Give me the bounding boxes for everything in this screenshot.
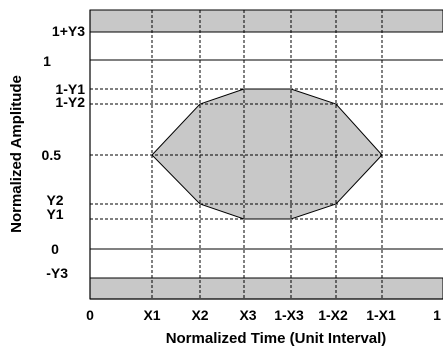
y-axis-title: Normalized Amplitude	[8, 75, 25, 233]
vertical-grid	[151, 10, 383, 299]
y-tick-label: 1-Y1	[55, 81, 85, 97]
x-tick-label: 1	[433, 307, 441, 323]
x-tick-label: 1-X3	[274, 307, 304, 323]
y-tick-label: 0	[51, 241, 59, 257]
y-tick-label: 1	[43, 53, 51, 69]
x-tick-labels: 0 X1 X2 X3 1-X3 1-X2 1-X1 1	[86, 307, 441, 323]
x-tick-label: X1	[143, 307, 160, 323]
y-tick-labels: 1+Y3 1 1-Y1 1-Y2 0.5 Y2 Y1 0 -Y3	[42, 23, 86, 281]
y-tick-label: Y2	[46, 192, 63, 208]
lower-mask-region	[89, 277, 443, 300]
x-tick-label: X2	[191, 307, 208, 323]
y-tick-label: Y1	[46, 206, 63, 222]
y-tick-label: 1-Y2	[55, 94, 85, 110]
y-tick-label: 1+Y3	[52, 23, 85, 39]
x-tick-label: 1-X2	[318, 307, 348, 323]
x-tick-label: 1-X1	[366, 307, 396, 323]
upper-mask-region	[89, 9, 443, 33]
x-tick-label: 0	[86, 307, 94, 323]
eye-mask-hexagon	[151, 88, 383, 220]
y-tick-label: 0.5	[42, 147, 62, 163]
x-axis-title: Normalized Time (Unit Interval)	[166, 330, 387, 347]
horizontal-grid	[90, 88, 443, 220]
x-tick-label: X3	[239, 307, 256, 323]
y-tick-label: -Y3	[46, 265, 68, 281]
